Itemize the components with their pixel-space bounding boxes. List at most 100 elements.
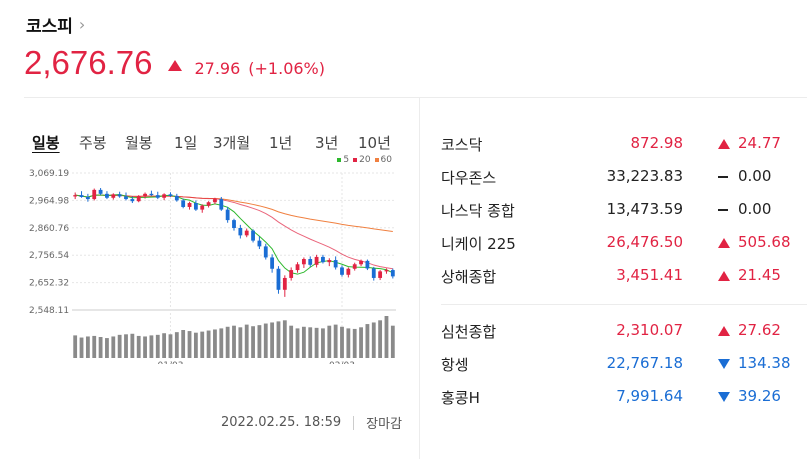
chevron-right-icon: › <box>78 14 86 34</box>
candle-body <box>352 264 357 269</box>
index-diff: 39.26 <box>738 387 781 405</box>
candle-body <box>92 189 97 200</box>
candle-body <box>143 193 147 197</box>
volume-bar <box>321 328 325 358</box>
index-row[interactable]: 홍콩H 7,991.64 39.26 <box>441 381 807 414</box>
candle-body <box>206 202 211 206</box>
candle-body <box>314 256 319 265</box>
header-divider <box>24 97 807 98</box>
tab-period-7[interactable]: 10년 <box>358 134 391 152</box>
volume-bar <box>213 329 217 358</box>
legend-label: 60 <box>380 155 392 165</box>
volume-bar <box>219 328 224 358</box>
index-name: 항셍 <box>441 356 469 374</box>
price-change: 27.96 <box>194 59 241 78</box>
up-arrow-icon <box>168 60 183 71</box>
candle-body <box>168 194 173 196</box>
legend-swatch <box>353 158 358 162</box>
candle-body <box>155 195 160 198</box>
index-title-link[interactable]: 코스피 › <box>26 12 86 38</box>
volume-bar <box>206 330 211 358</box>
candle-body <box>282 277 287 290</box>
price-change-percent: (+1.06%) <box>248 59 325 78</box>
candle-body <box>225 209 230 221</box>
candle-body <box>378 271 383 278</box>
tab-period-5[interactable]: 1년 <box>269 134 293 152</box>
tab-period-6[interactable]: 3년 <box>315 134 339 152</box>
index-name: 홍콩H <box>441 389 480 407</box>
index-diff: 27.62 <box>738 321 781 339</box>
unchanged-dash-icon <box>718 205 728 211</box>
index-diff: 0.00 <box>738 200 772 218</box>
up-arrow-icon <box>718 326 730 336</box>
legend-item-ma20: 20 <box>353 155 371 165</box>
volume-bar <box>168 334 173 358</box>
up-arrow-icon <box>718 238 730 248</box>
candle-body <box>124 196 128 200</box>
volume-bar <box>232 325 236 358</box>
index-value: 22,767.18 <box>606 354 683 372</box>
index-row[interactable]: 니케이 225 26,476.50 505.68 <box>441 227 807 260</box>
candle-body <box>346 268 351 275</box>
current-price: 2,676.76 <box>24 44 153 81</box>
index-diff: 24.77 <box>738 134 781 152</box>
index-row[interactable]: 항셍 22,767.18 134.38 <box>441 348 807 381</box>
volume-bar <box>384 316 389 358</box>
unchanged-dash-icon <box>718 172 728 178</box>
index-row[interactable]: 코스닥 872.98 24.77 <box>441 128 807 161</box>
update-datetime: 2022.02.25. 18:59 <box>221 415 342 430</box>
index-value: 872.98 <box>630 134 684 152</box>
candle-body <box>105 193 109 198</box>
index-value: 7,991.64 <box>616 387 683 405</box>
volume-bar <box>181 330 186 358</box>
candle-body <box>238 227 243 236</box>
index-row[interactable]: 상해종합 3,451.41 21.45 <box>441 260 807 293</box>
index-name: 상해종합 <box>441 268 497 286</box>
kospi-chart[interactable]: 3,069.19 2,964.98 2,860.76 2,756.54 2,652.32… <box>26 164 398 364</box>
y-tick-label: 2,756.54 <box>29 251 69 261</box>
down-arrow-icon <box>718 392 730 402</box>
index-row[interactable]: 나스닥 종합 13,473.59 0.00 <box>441 194 807 227</box>
index-row[interactable]: 다우존스 33,223.83 0.00 <box>441 161 807 194</box>
volume-bar <box>263 323 268 358</box>
tab-period-0[interactable]: 일봉 <box>32 134 60 152</box>
index-diff: 0.00 <box>738 167 772 185</box>
up-arrow-icon <box>718 271 730 281</box>
candle-body <box>384 270 389 272</box>
candle-body <box>390 270 395 277</box>
volume-bar <box>308 327 313 358</box>
candle-body <box>213 199 217 203</box>
volume-bar <box>333 324 338 358</box>
volume-bar <box>244 324 249 358</box>
volume-bar <box>340 326 344 358</box>
candle-body <box>276 268 281 290</box>
world-indices-table: 코스닥 872.98 24.77 다우존스 33,223.83 0.00 나스닥 종합 13,… <box>441 128 807 414</box>
tab-period-2[interactable]: 월봉 <box>125 134 153 152</box>
column-divider <box>419 98 420 459</box>
candle-body <box>301 259 306 265</box>
tab-period-3[interactable]: 1일 <box>174 134 198 152</box>
volume-bar <box>251 326 255 358</box>
legend-item-ma5: 5 <box>337 155 349 165</box>
y-tick-label: 2,964.98 <box>29 196 69 206</box>
candle-body <box>162 194 167 198</box>
tab-period-1[interactable]: 주봉 <box>79 134 107 152</box>
volume-bar <box>193 332 198 358</box>
volume-bar <box>301 326 306 358</box>
volume-bar <box>378 320 383 358</box>
volume-bar <box>162 333 167 358</box>
legend-swatch <box>337 158 342 162</box>
volume-bar <box>390 325 395 358</box>
volume-bar <box>352 328 357 358</box>
volume-bar <box>276 321 281 358</box>
chart-footer: 2022.02.25. 18:59 장마감 <box>221 413 402 432</box>
candle-body <box>181 200 186 207</box>
index-value: 2,310.07 <box>616 321 683 339</box>
index-name: 코스닥 <box>441 136 483 154</box>
volume-bar <box>174 332 179 358</box>
index-row[interactable]: 심천종합 2,310.07 27.62 <box>441 315 807 348</box>
page-title: 코스피 <box>26 17 73 37</box>
index-diff: 505.68 <box>738 233 791 251</box>
candle-body <box>359 260 363 265</box>
tab-period-4[interactable]: 3개월 <box>213 134 251 152</box>
